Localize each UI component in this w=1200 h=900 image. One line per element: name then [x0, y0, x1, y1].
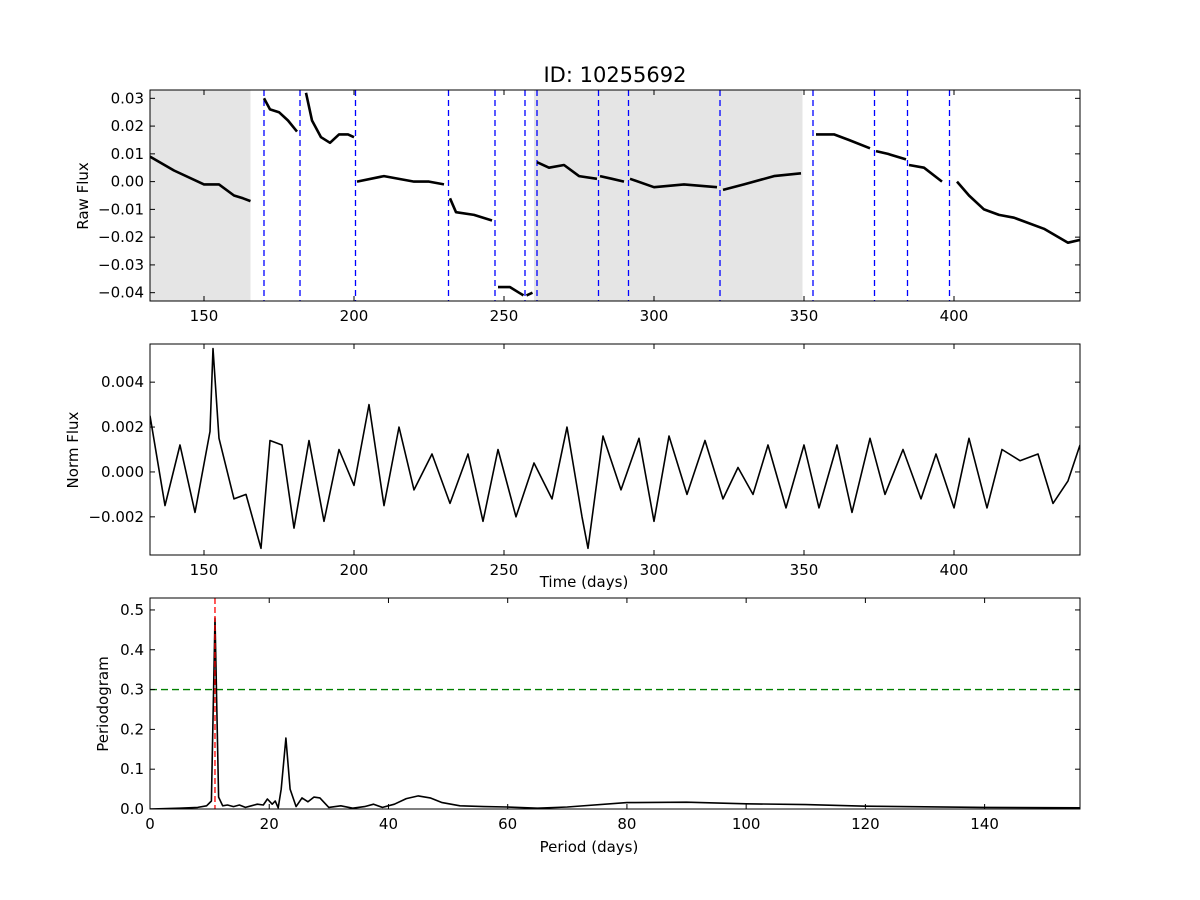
- flux-segment: [262, 97, 299, 133]
- flux-segment: [304, 92, 355, 145]
- y-tick-label: 0.4: [120, 641, 144, 659]
- data-line: [150, 347, 1080, 550]
- x-tick-label: 400: [940, 561, 969, 579]
- y-tick-label: 0.1: [120, 760, 144, 778]
- flux-segment: [448, 197, 493, 222]
- x-tick-label: 0: [145, 815, 155, 833]
- norm-flux-plot-area: [150, 347, 1080, 550]
- y-tick-label: 0.3: [120, 681, 144, 699]
- norm-flux-ylabel: Norm Flux: [64, 411, 82, 488]
- flux-segment: [875, 149, 907, 161]
- y-tick-label: 0.0: [120, 800, 144, 818]
- raw-flux-plot-area: [150, 90, 1080, 301]
- y-tick-label: 0.2: [120, 720, 144, 738]
- x-tick-label: 350: [790, 561, 819, 579]
- y-tick-label: 0.03: [111, 89, 144, 107]
- x-tick-label: 400: [940, 307, 969, 325]
- x-tick-label: 100: [732, 815, 761, 833]
- x-tick-label: 300: [640, 561, 669, 579]
- y-tick-label: −0.02: [98, 228, 144, 246]
- flux-segment: [956, 180, 1080, 244]
- x-tick-label: 40: [379, 815, 398, 833]
- figure-title: ID: 10255692: [543, 63, 686, 87]
- axes-frame: [149, 343, 1081, 556]
- y-tick-label: −0.002: [88, 508, 144, 526]
- flux-segment: [908, 163, 943, 183]
- raw-flux-ylabel: Raw Flux: [74, 162, 92, 230]
- x-tick-label: 80: [617, 815, 636, 833]
- y-tick-label: −0.03: [98, 256, 144, 274]
- x-tick-label: 250: [490, 561, 519, 579]
- data-line: [150, 617, 1080, 809]
- y-tick-label: −0.01: [98, 200, 144, 218]
- x-tick-label: 120: [851, 815, 880, 833]
- y-tick-label: −0.04: [98, 284, 144, 302]
- x-tick-label: 300: [640, 307, 669, 325]
- periodogram-plot-area: [150, 598, 1080, 809]
- flux-segment: [150, 155, 251, 203]
- norm-flux-xlabel: Time (days): [539, 573, 629, 591]
- raw-flux-panel: Raw Flux 150 200 250 300 350 400 −0.04 −0.03 −0.…: [74, 89, 1081, 325]
- flux-segment: [722, 172, 802, 192]
- y-tick-label: 0.004: [101, 373, 144, 391]
- periodogram-panel: Periodogram Period (days) 0 20 40 60 80 100 12…: [94, 597, 1081, 856]
- flux-segment: [525, 291, 534, 297]
- x-tick-label: 20: [260, 815, 279, 833]
- x-tick-label: 200: [340, 307, 369, 325]
- x-tick-label: 200: [340, 561, 369, 579]
- axes-frame: [149, 89, 1081, 302]
- x-tick-label: 250: [490, 307, 519, 325]
- x-tick-label: 350: [790, 307, 819, 325]
- flux-segment: [816, 133, 871, 150]
- x-tick-label: 60: [498, 815, 517, 833]
- x-tick-label: 150: [190, 307, 219, 325]
- norm-flux-panel: Norm Flux Time (days) 150 200 250 300 350 400…: [64, 343, 1081, 591]
- flux-segment: [498, 285, 525, 297]
- flux-segment: [356, 174, 445, 186]
- flux-segment: [536, 161, 598, 181]
- y-tick-label: 0.00: [111, 173, 144, 191]
- y-tick-label: 0.002: [101, 418, 144, 436]
- y-tick-label: 0.02: [111, 117, 144, 135]
- flux-segment: [599, 174, 625, 183]
- periodogram-ylabel: Periodogram: [94, 656, 112, 751]
- flux-segment: [629, 177, 718, 189]
- x-tick-label: 150: [190, 561, 219, 579]
- x-tick-label: 140: [970, 815, 999, 833]
- y-tick-label: 0.000: [101, 463, 144, 481]
- axes-frame: [149, 597, 1081, 810]
- y-tick-label: 0.5: [120, 601, 144, 619]
- y-tick-label: 0.01: [111, 145, 144, 163]
- periodogram-xlabel: Period (days): [540, 838, 639, 856]
- shaded-quarter: [534, 90, 803, 301]
